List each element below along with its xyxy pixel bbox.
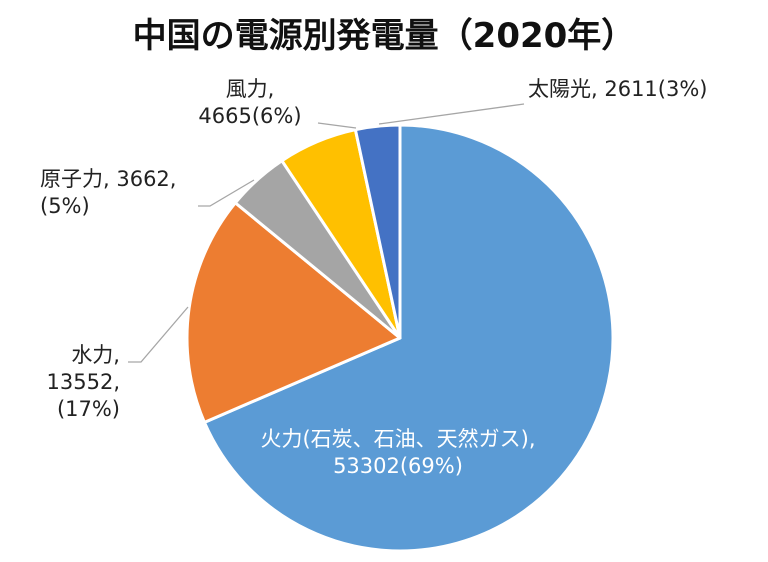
- data-label-5: 太陽光, 2611(3%): [528, 77, 708, 101]
- data-label-2: 水力, 13552, (17%): [47, 343, 120, 421]
- leader-line-4: [317, 122, 357, 129]
- pie-slice-5: [353, 123, 402, 340]
- leader-line-5: [378, 103, 525, 125]
- chart-title: 中国の電源別発電量（2020年）: [132, 16, 636, 56]
- data-label-4: 風力, 4665(6%): [198, 77, 301, 128]
- data-label-3: 原子力, 3662, (5%): [40, 167, 176, 218]
- leader-line-3: [198, 179, 255, 207]
- leader-line-2: [128, 306, 189, 363]
- pie-slice-1: [202, 123, 615, 553]
- data-label-1: 火力(石炭、石油、天然ガス), 53302(69%): [260, 427, 535, 478]
- pie-slice-2: [185, 201, 402, 424]
